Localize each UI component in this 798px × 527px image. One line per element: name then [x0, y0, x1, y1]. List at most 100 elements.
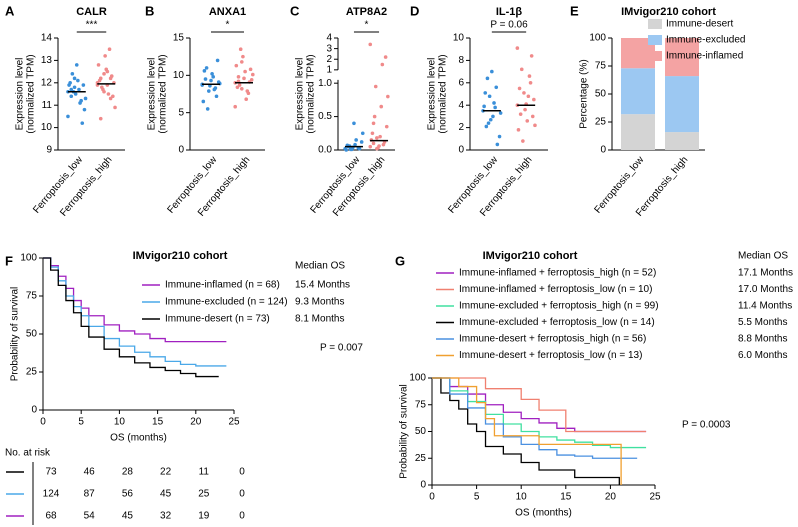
- y-axis-label: (normalized TPM): [306, 54, 317, 133]
- x-tick-label: 10: [114, 417, 126, 428]
- dot: [83, 96, 88, 101]
- survival-curve: [432, 377, 647, 433]
- y-tick-label: 0: [458, 145, 464, 156]
- y-tick-label: 13: [41, 55, 53, 66]
- y-tick-label: 0.0: [318, 145, 332, 156]
- risk-count: 0: [239, 511, 245, 522]
- bar-segment: [665, 132, 699, 150]
- dot: [103, 54, 107, 58]
- dot: [488, 117, 493, 122]
- legend-label: Immune-inflamed + ferroptosis_high (n = …: [459, 268, 656, 279]
- dot: [370, 131, 375, 136]
- dot: [203, 77, 208, 81]
- dot: [482, 104, 486, 109]
- dot: [72, 85, 77, 90]
- panel-label: D: [410, 3, 419, 18]
- y-tick-label: 100: [20, 253, 37, 264]
- dot: [533, 123, 537, 128]
- dot: [491, 114, 495, 119]
- y-tick-label: 0: [420, 480, 426, 491]
- dot: [80, 121, 85, 125]
- dot: [204, 66, 209, 70]
- dot: [96, 63, 101, 67]
- y-tick-label: 50: [26, 329, 38, 340]
- panel-label: G: [395, 253, 405, 268]
- y-tick-label: 5: [178, 107, 184, 118]
- legend-label: Immune-inflamed + ferroptosis_low (n = 1…: [459, 284, 652, 295]
- dot: [111, 94, 115, 99]
- risk-count: 0: [239, 467, 245, 478]
- dot: [368, 42, 373, 47]
- dot: [486, 121, 491, 125]
- survival-curve: [432, 377, 622, 485]
- dot: [377, 144, 381, 148]
- dot: [108, 96, 113, 101]
- dot: [101, 87, 105, 92]
- dot: [243, 69, 247, 74]
- x-tick-label: Ferroptosis_low: [31, 154, 85, 216]
- y-tick-label: 11: [42, 100, 53, 111]
- risk-count: 32: [160, 511, 172, 522]
- y-tick-label: 50: [415, 426, 427, 437]
- dot: [386, 94, 390, 99]
- risk-count: 25: [198, 489, 210, 500]
- dot: [485, 76, 490, 81]
- legend-median: 9.3 Months: [295, 297, 344, 308]
- y-tick-label: 6: [458, 77, 464, 88]
- dot: [517, 86, 522, 91]
- dot: [368, 144, 373, 149]
- legend-swatch: [648, 19, 662, 29]
- dot: [525, 119, 530, 123]
- y-tick-label: 0: [31, 405, 37, 416]
- dot: [66, 114, 70, 119]
- dot: [212, 87, 217, 92]
- y-tick-label: 0: [178, 145, 184, 156]
- legend-title: Median OS: [295, 261, 345, 272]
- y-tick-label: 1: [326, 64, 332, 75]
- risk-count: 56: [122, 489, 134, 500]
- panel-label: A: [5, 3, 15, 18]
- y-axis-label: Percentage (%): [579, 59, 590, 128]
- dot: [238, 47, 243, 51]
- bar-segment: [621, 68, 655, 115]
- legend-median: 8.8 Months: [738, 334, 787, 345]
- dot: [251, 72, 255, 77]
- y-axis-label: (normalized TPM): [438, 54, 449, 133]
- dot: [202, 69, 207, 73]
- dot: [241, 54, 245, 59]
- significance: P = 0.06: [490, 20, 528, 31]
- legend-median: 5.5 Months: [738, 317, 787, 328]
- legend-title: Median OS: [738, 251, 788, 262]
- panel-label: C: [290, 3, 300, 18]
- risk-count: 124: [43, 489, 60, 500]
- dot: [493, 105, 497, 110]
- dot: [236, 75, 241, 79]
- dot: [494, 85, 499, 90]
- chart-title: ANXA1: [209, 6, 246, 18]
- dot: [82, 107, 87, 112]
- y-axis-label: Expression level: [295, 58, 306, 131]
- bar-segment: [665, 76, 699, 133]
- risk-count: 68: [45, 511, 57, 522]
- chart-title: CALR: [76, 6, 107, 18]
- panel-label: E: [570, 3, 579, 18]
- dot: [379, 104, 384, 109]
- dot: [352, 121, 356, 126]
- legend-swatch: [648, 35, 662, 45]
- x-tick-label: 25: [649, 492, 661, 503]
- dot: [233, 104, 237, 109]
- dot: [240, 86, 244, 91]
- legend-label: Immune-excluded + ferroptosis_high (n = …: [459, 301, 659, 312]
- dot: [371, 121, 376, 126]
- dot: [102, 72, 106, 76]
- dot: [495, 142, 500, 147]
- x-tick-label: 0: [40, 417, 46, 428]
- legend-label: Immune-excluded: [666, 35, 745, 46]
- dot: [497, 134, 502, 139]
- y-tick-label: 15: [173, 33, 185, 44]
- dot: [68, 81, 72, 85]
- dot: [214, 94, 219, 99]
- dot: [498, 111, 503, 115]
- bar-segment: [621, 114, 655, 150]
- panel-label: F: [5, 253, 13, 268]
